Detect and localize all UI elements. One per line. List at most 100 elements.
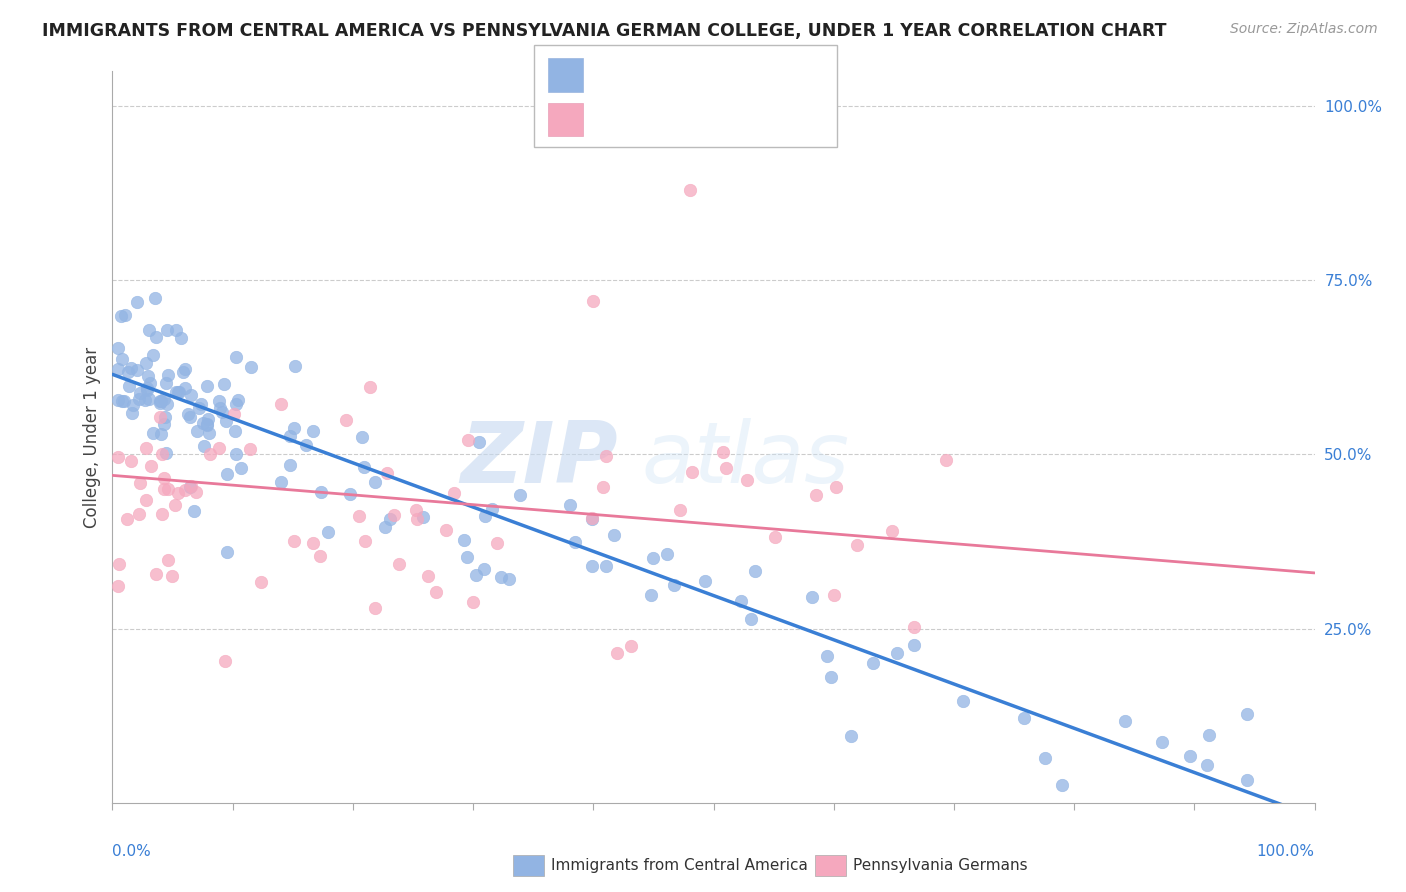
Point — [302, 535, 325, 549]
Point — [136, 380, 159, 394]
Point — [882, 524, 904, 539]
Point — [186, 424, 208, 438]
Text: R =: R = — [593, 111, 630, 128]
Point — [388, 558, 411, 572]
Point — [128, 507, 150, 521]
Point — [824, 480, 846, 494]
Point — [149, 396, 172, 410]
Point — [195, 418, 218, 433]
Point — [716, 460, 738, 475]
Point — [225, 396, 247, 410]
Point — [425, 584, 447, 599]
Point — [1114, 714, 1136, 728]
Point — [145, 567, 167, 582]
Point — [118, 378, 141, 392]
Point — [156, 368, 179, 382]
Point — [270, 475, 292, 489]
Point — [374, 519, 396, 533]
Text: ZIP: ZIP — [460, 417, 617, 500]
Point — [142, 348, 165, 362]
Point — [169, 384, 191, 399]
Point — [655, 547, 678, 561]
Point — [486, 536, 509, 550]
Point — [197, 417, 219, 431]
Point — [139, 458, 162, 473]
Point — [509, 488, 531, 502]
Point — [744, 564, 766, 578]
Point — [135, 441, 157, 455]
Point — [1197, 758, 1219, 772]
Point — [353, 459, 375, 474]
Point — [378, 512, 401, 526]
Point — [121, 406, 143, 420]
Point — [177, 407, 200, 421]
Point — [711, 445, 734, 459]
Point — [117, 365, 139, 379]
Text: 136: 136 — [752, 66, 787, 84]
Point — [443, 485, 465, 500]
Point — [179, 410, 201, 425]
Point — [155, 409, 177, 424]
Text: N =: N = — [713, 66, 749, 84]
Point — [412, 509, 434, 524]
Point — [138, 392, 160, 407]
Point — [107, 450, 129, 464]
Point — [564, 534, 586, 549]
Point — [208, 393, 231, 408]
Point — [453, 533, 475, 547]
Text: 71: 71 — [752, 111, 775, 128]
Point — [139, 376, 162, 390]
Point — [179, 480, 201, 494]
Point — [117, 512, 139, 526]
Point — [1198, 728, 1220, 742]
Point — [150, 447, 173, 461]
Point — [935, 453, 957, 467]
Point — [284, 359, 307, 373]
Point — [498, 572, 520, 586]
Point — [129, 385, 152, 400]
Point — [309, 549, 332, 564]
Point — [606, 646, 628, 660]
Point — [662, 577, 685, 591]
Point — [198, 425, 221, 440]
Point — [135, 356, 157, 370]
Point — [735, 474, 758, 488]
Point — [474, 562, 496, 576]
Point — [1178, 748, 1201, 763]
Point — [172, 366, 194, 380]
Point — [640, 589, 662, 603]
Text: Pennsylvania Germans: Pennsylvania Germans — [853, 858, 1028, 872]
Point — [208, 441, 231, 455]
Point — [167, 385, 190, 400]
Point — [138, 368, 160, 383]
Point — [740, 612, 762, 626]
Text: N =: N = — [713, 111, 755, 128]
Point — [1012, 711, 1035, 725]
Point — [231, 460, 253, 475]
Text: -0.241: -0.241 — [636, 111, 689, 128]
Point — [135, 493, 157, 508]
Point — [820, 670, 842, 684]
Point — [143, 291, 166, 305]
Point — [165, 323, 187, 337]
Point — [188, 401, 211, 415]
Point — [489, 569, 512, 583]
Point — [122, 398, 145, 412]
Point — [180, 388, 202, 402]
Point — [434, 523, 457, 537]
Point — [582, 294, 605, 309]
Point — [225, 350, 247, 364]
Point — [212, 376, 235, 391]
Point — [184, 485, 207, 500]
Point — [278, 458, 301, 472]
Text: 100.0%: 100.0% — [1257, 845, 1315, 859]
Point — [134, 393, 156, 408]
Point — [301, 424, 323, 438]
Point — [111, 351, 134, 366]
Point — [156, 552, 179, 566]
Point — [150, 507, 173, 521]
Point — [339, 486, 361, 500]
Point — [108, 558, 131, 572]
Y-axis label: College, Under 1 year: College, Under 1 year — [83, 346, 101, 528]
Point — [214, 654, 236, 668]
